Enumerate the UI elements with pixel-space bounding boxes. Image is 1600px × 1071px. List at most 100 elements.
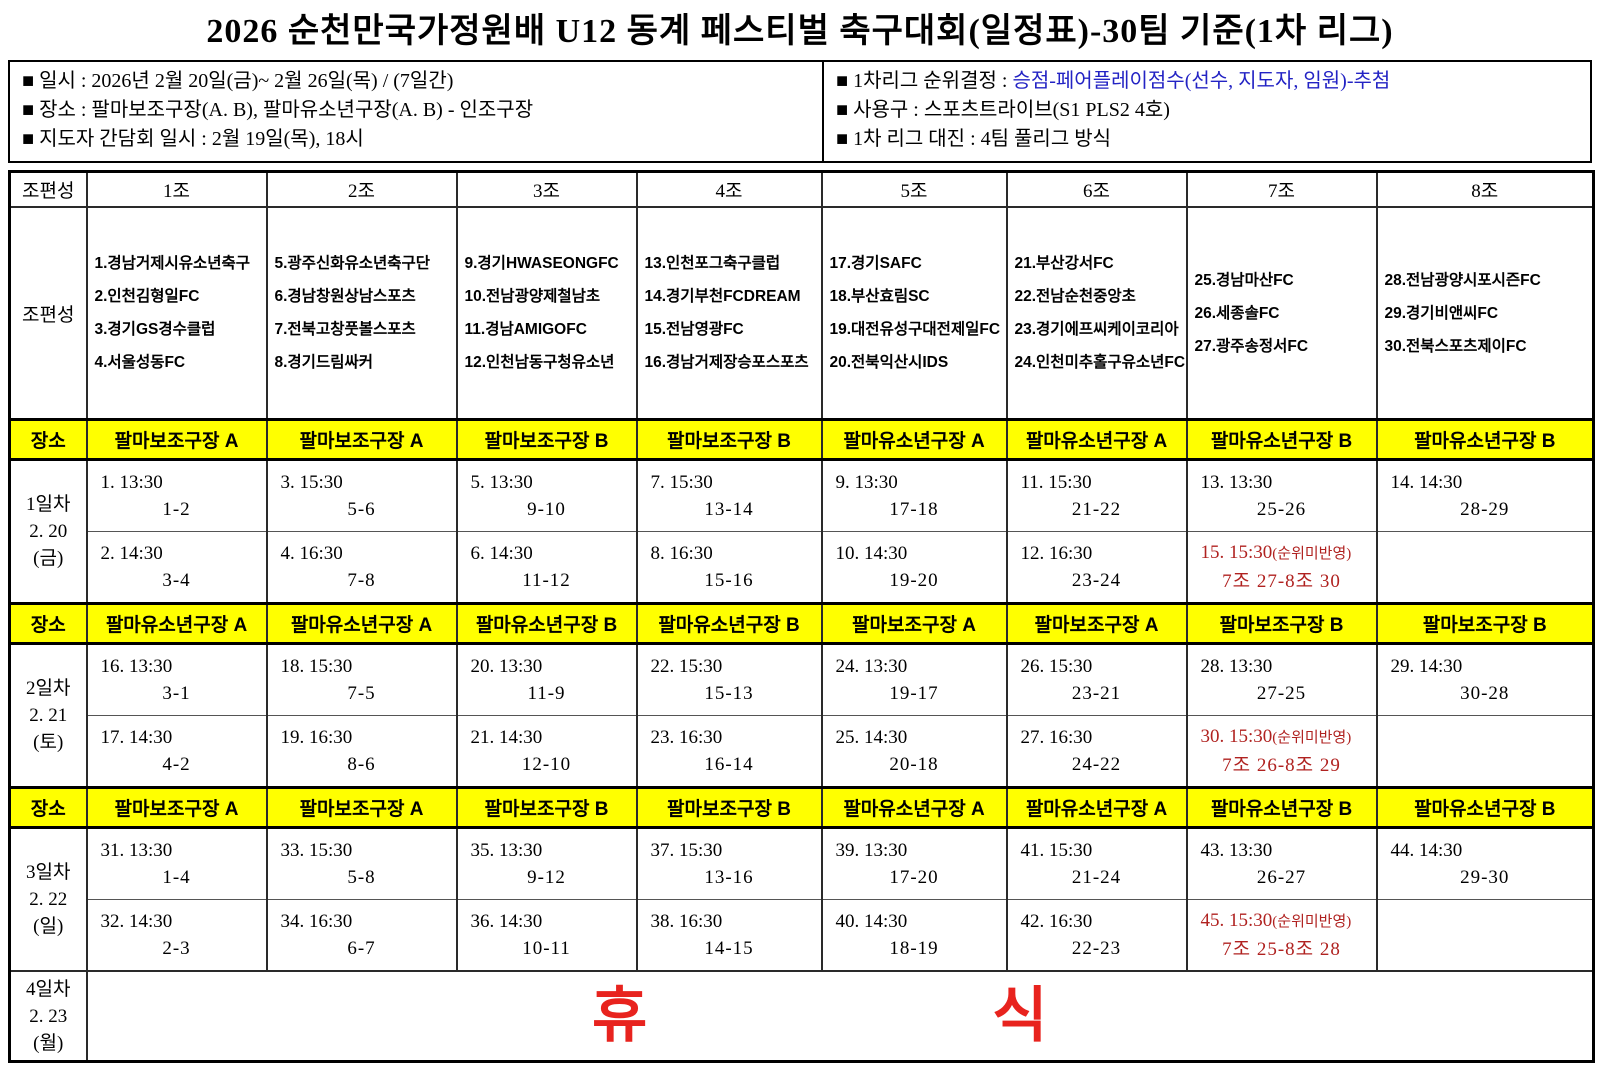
- team-list: 1.경남거제시유소년축구 2.인천김형일FC 3.경기GS경수클럽 4.서울성동FC: [89, 209, 265, 418]
- venue-cell: 팔마유소년구장 B: [1185, 786, 1378, 829]
- match-cell: 11. 15:30 21-22: [1005, 458, 1188, 532]
- day-label-line: (월): [33, 1032, 64, 1054]
- match-time: 16. 13:30: [100, 656, 173, 677]
- match-pairing: 30-28: [1460, 683, 1510, 704]
- match-time: 13. 13:30: [1200, 472, 1273, 493]
- match-cell: 7. 15:30 13-14: [635, 458, 823, 532]
- match-cell: 36. 14:30 10-11: [455, 899, 638, 972]
- info-line-format: ■ 1차 리그 대진 : 4팀 풀리그 방식: [836, 128, 1112, 150]
- team-list: 25.경남마산FC 26.세종솔FC 27.광주송정서FC: [1189, 209, 1375, 418]
- match-time: 20. 13:30: [470, 656, 543, 677]
- venue-cell: 팔마유소년구장 A: [820, 786, 1008, 829]
- team-item: 24.인천미추홀구유소년FC: [1014, 354, 1186, 371]
- match-cell: 26. 15:30 23-21: [1005, 642, 1188, 716]
- match-pairing: 7조 26-8조 29: [1222, 755, 1341, 776]
- match-row: 2. 14:30 3-4 4. 16:30 7-8 6. 14:30 11-12 8. 16…: [10, 531, 1595, 605]
- venue-row-label: 장소: [8, 418, 88, 461]
- match-time: 33. 15:30: [280, 840, 353, 861]
- team-item: 29.경기비앤씨FC: [1384, 304, 1499, 322]
- group-teams-cell: 9.경기HWASEONGFC 10.전남광양제철남초 11.경남AMIGOFC 12.…: [455, 206, 638, 421]
- match-pairing: 12-10: [521, 754, 572, 775]
- group-teams-cell: 17.경기SAFC 18.부산효림SC 19.대전유성구대전제일FC 20.전북익산시…: [820, 206, 1008, 421]
- rest-text: 식: [992, 983, 1048, 1049]
- empty-cell: [1375, 715, 1595, 789]
- team-item: 14.경기부천FCDREAM: [644, 288, 801, 305]
- match-pairing: 11-9: [527, 683, 566, 704]
- team-list: 5.광주신화유소년축구단 6.경남창원상남스포츠 7.전북고창풋볼스포츠 8.경기드림…: [269, 209, 455, 418]
- match-time: 10. 14:30: [835, 543, 908, 564]
- match-cell: 28. 13:30 27-25: [1185, 642, 1378, 716]
- match-time: 24. 13:30: [835, 656, 908, 677]
- team-item: 25.경남마산FC: [1194, 271, 1294, 289]
- day-label-line: 2. 22: [29, 889, 68, 910]
- match-time: 12. 16:30: [1020, 543, 1093, 564]
- page-title: 2026 순천만국가정원배 U12 동계 페스티벌 축구대회(일정표)-30팀 …: [206, 13, 1394, 50]
- day-label-line: 2일차: [26, 678, 71, 699]
- match-pairing: 21-22: [1071, 499, 1122, 520]
- venue-row: 장소 팔마유소년구장 A 팔마유소년구장 A 팔마유소년구장 B 팔마유소년구장 B 팔마…: [8, 602, 1595, 645]
- match-cell: 37. 15:30 13-16: [635, 826, 823, 900]
- match-cell: 41. 15:30 21-24: [1005, 826, 1188, 900]
- match-pairing: 4-2: [162, 754, 191, 775]
- venue-cell: 팔마유소년구장 A: [85, 602, 268, 645]
- match-pairing: 28-29: [1460, 499, 1510, 520]
- match-cell: 24. 13:30 19-17: [820, 642, 1008, 716]
- match-pairing: 22-23: [1071, 938, 1122, 959]
- match-pairing: 23-21: [1071, 683, 1122, 704]
- corner-header: 조편성: [8, 170, 88, 208]
- team-item: 27.광주송정서FC: [1194, 337, 1309, 355]
- match-cell: 2. 14:30 3-4: [85, 531, 268, 605]
- match-time: 11. 15:30: [1020, 472, 1092, 493]
- team-list: 28.전남광양시포시즌FC 29.경기비앤씨FC 30.전북스포츠제이FC: [1379, 209, 1592, 418]
- team-item: 26.세종솔FC: [1194, 304, 1280, 322]
- match-time: 29. 14:30: [1390, 656, 1463, 677]
- team-item: 13.인천포그축구클럽: [644, 255, 781, 272]
- match-time: 19. 16:30: [280, 727, 353, 748]
- match-cell: 42. 16:30 22-23: [1005, 899, 1188, 972]
- match-time: 36. 14:30: [470, 911, 543, 932]
- match-cell: 21. 14:30 12-10: [455, 715, 638, 789]
- match-time: 22. 15:30: [650, 656, 723, 677]
- venue-cell: 팔마유소년구장 B: [1375, 418, 1595, 461]
- team-item: 30.전북스포츠제이FC: [1384, 337, 1527, 355]
- match-row: 17. 14:30 4-2 19. 16:30 8-6 21. 14:30 12-10 23…: [10, 715, 1595, 789]
- match-pairing: 23-24: [1071, 570, 1122, 591]
- match-pairing: 16-14: [704, 754, 754, 775]
- match-cell: 40. 14:30 18-19: [820, 899, 1008, 972]
- group-teams-cell: 13.인천포그축구클럽 14.경기부천FCDREAM 15.전남영광FC 16.경남거…: [635, 206, 823, 421]
- group-teams-cell: 5.광주신화유소년축구단 6.경남창원상남스포츠 7.전북고창풋볼스포츠 8.경기드림…: [265, 206, 458, 421]
- day-label: 1일차 2. 20 (금): [8, 458, 88, 605]
- group-header: 6조: [1005, 170, 1188, 208]
- info-line-date: ■ 일시 : 2026년 2월 20일(금)~ 2월 26일(목) / (7일간…: [22, 70, 454, 92]
- venue-cell: 팔마보조구장 A: [265, 418, 458, 461]
- match-cell: 1. 13:30 1-2: [85, 458, 268, 532]
- team-item: 11.경남AMIGOFC: [464, 321, 587, 338]
- match-cell: 23. 16:30 16-14: [635, 715, 823, 789]
- group-teams-cell: 28.전남광양시포시즌FC 29.경기비앤씨FC 30.전북스포츠제이FC: [1375, 206, 1595, 421]
- team-item: 22.전남순천중앙초: [1014, 288, 1136, 305]
- match-cell: 27. 16:30 24-22: [1005, 715, 1188, 789]
- team-item: 20.전북익산시IDS: [829, 354, 949, 371]
- match-time: 38. 16:30: [650, 911, 723, 932]
- team-item: 6.경남창원상남스포츠: [274, 288, 416, 305]
- match-time: 28. 13:30: [1200, 656, 1273, 677]
- rest-text: 휴: [592, 983, 648, 1049]
- match-time: 3. 15:30: [280, 472, 343, 493]
- match-cell: 15. 15:30(순위미반영) 7조 27-8조 30: [1185, 531, 1378, 605]
- team-item: 18.부산효림SC: [829, 288, 930, 305]
- match-pairing: 29-30: [1460, 867, 1510, 888]
- match-pairing: 25-26: [1256, 499, 1307, 520]
- venue-cell: 팔마보조구장 A: [265, 786, 458, 829]
- match-pairing: 15-16: [704, 570, 754, 591]
- match-time: 23. 16:30: [650, 727, 723, 748]
- match-pairing: 21-24: [1071, 867, 1122, 888]
- venue-cell: 팔마보조구장 A: [85, 786, 268, 829]
- match-cell: 34. 16:30 6-7: [265, 899, 458, 972]
- team-item: 21.부산강서FC: [1014, 255, 1114, 272]
- match-pairing: 7조 25-8조 28: [1222, 939, 1341, 960]
- venue-cell: 팔마보조구장 B: [455, 786, 638, 829]
- info-line-ball: ■ 사용구 : 스포츠트라이브(S1 PLS2 4호): [836, 99, 1170, 121]
- team-item: 4.서울성동FC: [94, 354, 186, 371]
- ranking-label: ■ 1차리그 순위결정 :: [836, 70, 1013, 92]
